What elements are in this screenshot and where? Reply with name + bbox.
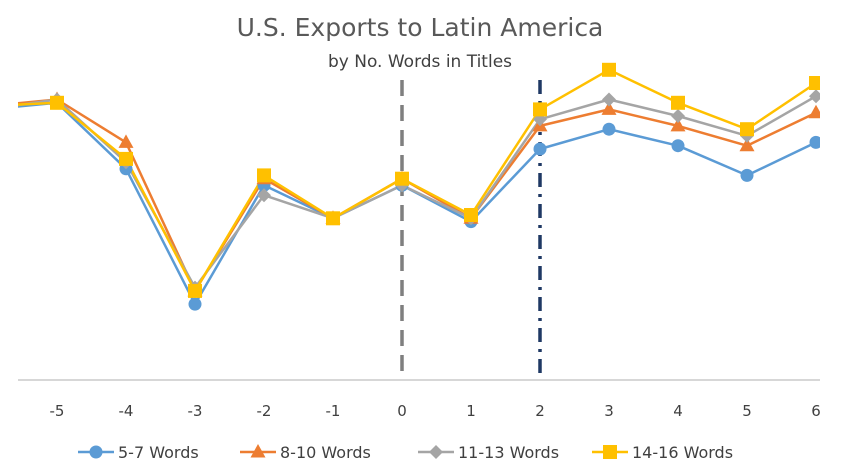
x-tick-label: -2 [257, 402, 272, 420]
data-point [602, 92, 616, 107]
data-point [740, 122, 754, 137]
legend-item-3: 11-13 Words [418, 443, 559, 462]
data-point [809, 89, 820, 104]
legend-item-2: 8-10 Words [240, 443, 371, 462]
x-tick-labels: -5 -4 -3 -2 -1 0 1 2 3 4 5 6 [50, 402, 821, 420]
data-point [188, 283, 202, 298]
data-point [602, 62, 616, 77]
x-tick-label: -5 [50, 402, 65, 420]
series-line-1 [18, 101, 817, 306]
data-point [602, 122, 616, 136]
data-point [671, 95, 685, 110]
x-tick-label: 1 [466, 402, 476, 420]
legend: 5-7 Words 8-10 Words 11-13 Words 14-16 Word… [78, 443, 733, 462]
data-point [671, 109, 685, 123]
data-point [395, 171, 409, 186]
x-tick-label: -3 [188, 402, 203, 420]
legend-label: 5-7 Words [118, 443, 199, 462]
legend-label: 8-10 Words [280, 443, 371, 462]
data-point [809, 135, 820, 149]
x-tick-label: 6 [811, 402, 821, 420]
legend-label: 14-16 Words [632, 443, 733, 462]
data-point [533, 142, 547, 156]
data-point [257, 188, 271, 203]
data-point [257, 168, 271, 183]
legend-swatch-marker [89, 445, 103, 459]
data-point [670, 117, 686, 132]
data-point [740, 168, 754, 182]
data-point [739, 137, 755, 152]
legend-swatch-marker [429, 445, 443, 459]
x-tick-label: 3 [604, 402, 614, 420]
data-point [533, 102, 547, 117]
data-point [809, 76, 820, 90]
x-tick-label: 0 [397, 402, 407, 420]
reference-lines [400, 80, 542, 380]
data-point [118, 134, 134, 148]
legend-item-4: 14-16 Words [592, 443, 733, 462]
series-line-2 [18, 98, 817, 293]
chart-subtitle: by No. Words in Titles [328, 52, 512, 72]
data-point [119, 151, 133, 166]
x-tick-label: -1 [326, 402, 341, 420]
x-tick-label: 5 [742, 402, 752, 420]
data-point [808, 104, 820, 119]
data-point [188, 297, 202, 311]
x-tick-label: 2 [535, 402, 545, 420]
data-point [671, 139, 685, 153]
legend-label: 11-13 Words [458, 443, 559, 462]
x-tick-label: -4 [119, 402, 134, 420]
chart-title: U.S. Exports to Latin America [237, 13, 604, 42]
legend-swatch-marker [250, 444, 266, 458]
x-tick-label: 4 [673, 402, 683, 420]
series-markers [49, 62, 820, 311]
legend-item-1: 5-7 Words [78, 443, 199, 462]
legend-swatch-marker [603, 445, 617, 459]
data-point [601, 101, 617, 115]
data-point [50, 95, 64, 110]
data-point [326, 211, 340, 226]
data-point [464, 208, 478, 222]
series-line-3 [18, 95, 817, 289]
